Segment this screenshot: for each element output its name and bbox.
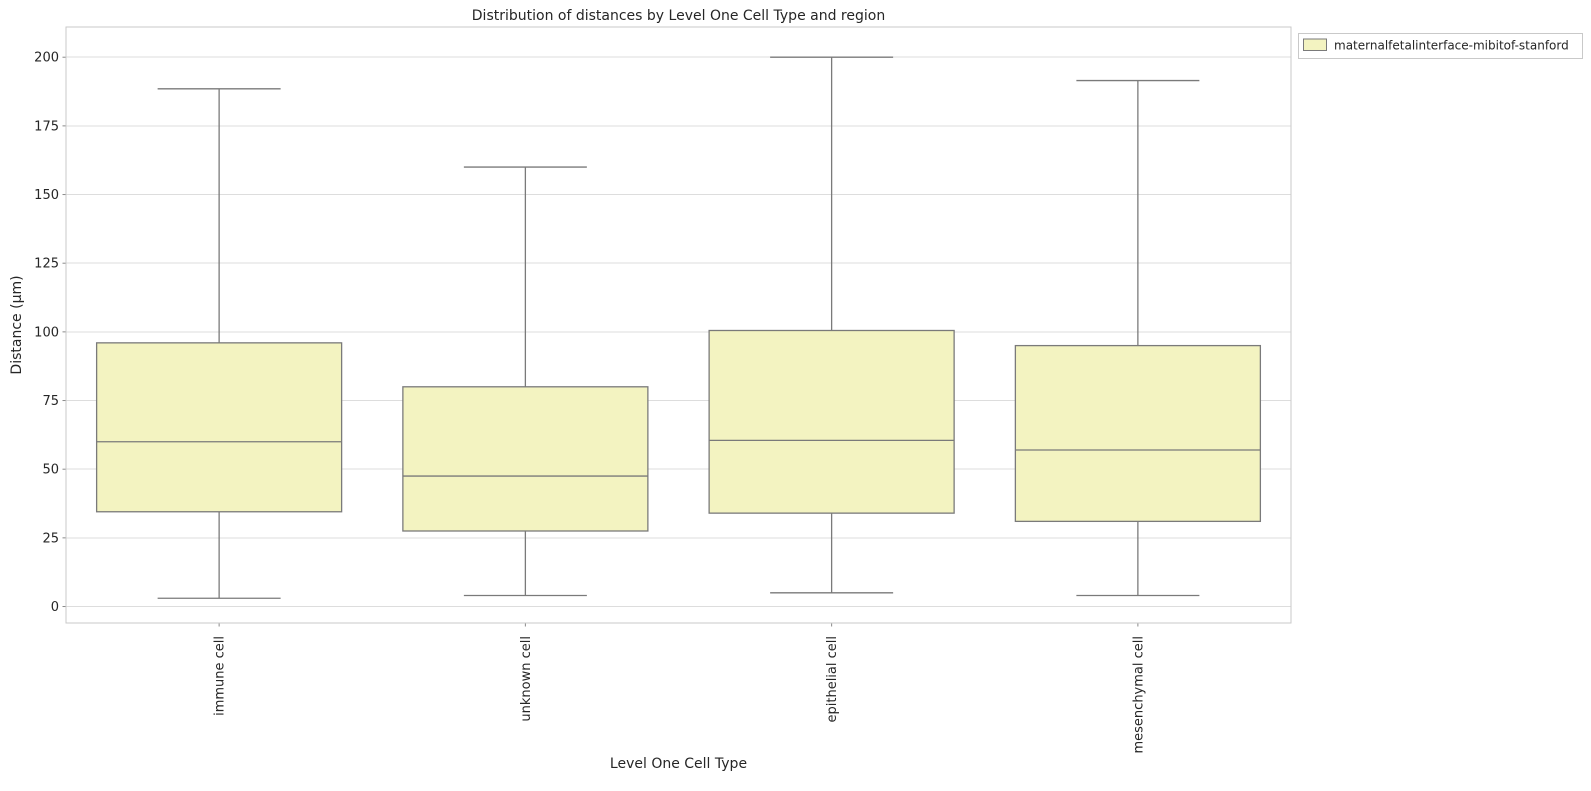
- box-iqr: [708, 329, 955, 514]
- axis-layer: 0 25 50 75 100 125 150 175 200 immune cell unknown…: [34, 51, 1146, 754]
- x-tick-label-immune-cell: immune cell: [213, 636, 228, 716]
- y-tick-label-100: 100: [34, 325, 59, 340]
- y-tick-label-25: 25: [42, 531, 59, 546]
- y-tick-label-0: 0: [51, 600, 59, 615]
- y-tick-label-50: 50: [42, 463, 59, 478]
- y-tick-label-175: 175: [34, 119, 59, 134]
- box-epithelial-cell: [708, 56, 955, 594]
- box-mesenchymal-cell: [1014, 79, 1262, 597]
- y-tick-label-200: 200: [34, 51, 59, 66]
- y-axis-label: Distance (μm): [9, 275, 25, 374]
- y-tick-label-75: 75: [42, 394, 59, 409]
- x-tick-label-mesenchymal-cell: mesenchymal cell: [1131, 636, 1146, 754]
- grid-layer: [66, 56, 1291, 608]
- legend-label: maternalfetalinterface-mibitof-stanford: [1334, 39, 1569, 53]
- legend-swatch: [1303, 38, 1327, 51]
- x-axis-label: Level One Cell Type: [610, 756, 747, 772]
- legend: maternalfetalinterface-mibitof-stanford: [1298, 33, 1583, 59]
- chart-title: Distribution of distances by Level One C…: [472, 8, 885, 24]
- box-immune-cell: [95, 88, 343, 599]
- box-iqr: [1014, 344, 1262, 523]
- box-layer: [95, 56, 1262, 599]
- x-tick-label-unknown-cell: unknown cell: [519, 636, 534, 722]
- y-tick-label-125: 125: [34, 257, 59, 272]
- box-iqr: [95, 342, 343, 513]
- plot-border: [65, 26, 1292, 624]
- y-tick-label-150: 150: [34, 188, 59, 203]
- box-unknown-cell: [402, 166, 649, 597]
- box-iqr: [402, 386, 649, 532]
- x-tick-label-epithelial-cell: epithelial cell: [825, 636, 840, 723]
- legend-border: [1298, 33, 1583, 59]
